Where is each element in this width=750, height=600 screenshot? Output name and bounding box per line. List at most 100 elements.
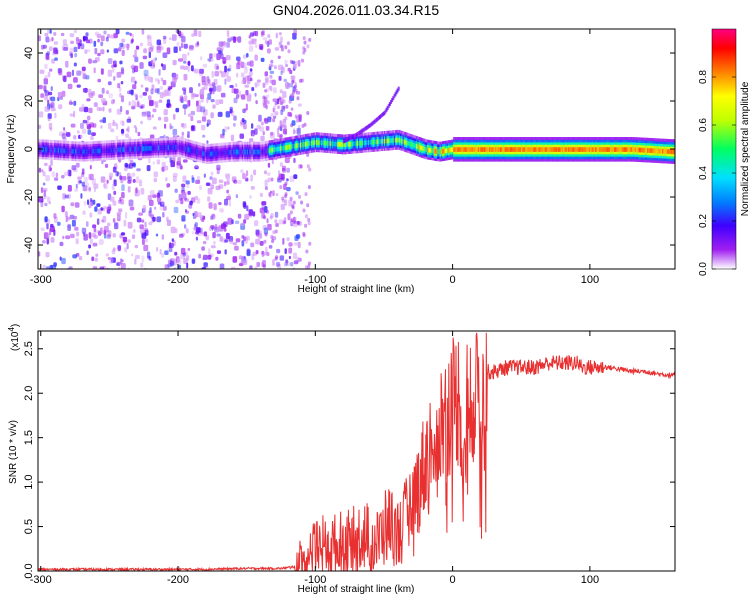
ridge-cell bbox=[451, 153, 455, 157]
noise-cell bbox=[224, 126, 227, 133]
ridge-cell bbox=[537, 149, 540, 152]
ridge-cell bbox=[471, 156, 474, 160]
noise-cell bbox=[212, 87, 215, 95]
ridge-cell bbox=[172, 144, 175, 148]
ridge-cell bbox=[464, 144, 467, 148]
ridge-cell bbox=[511, 139, 514, 143]
ridge-cell bbox=[477, 158, 481, 162]
ridge-cell bbox=[227, 159, 230, 163]
noise-cell bbox=[222, 128, 225, 136]
ridge-cell bbox=[119, 149, 122, 153]
ridge-cell bbox=[511, 153, 514, 157]
ridge-cell bbox=[145, 150, 148, 154]
noise-cell bbox=[215, 185, 221, 191]
noise-cell bbox=[290, 123, 294, 128]
ridge-cell bbox=[522, 141, 525, 145]
ridge-cell bbox=[99, 143, 102, 147]
ridge-cell bbox=[395, 142, 398, 145]
ridge-cell bbox=[298, 151, 301, 155]
ridge-cell bbox=[450, 139, 453, 143]
ridge-cell bbox=[524, 156, 527, 160]
ridge-cell bbox=[92, 148, 95, 152]
ridge-cell bbox=[325, 137, 329, 141]
ridge-cell bbox=[486, 144, 489, 148]
ridge-cell bbox=[145, 152, 148, 156]
noise-cell bbox=[268, 192, 272, 196]
ridge-cell bbox=[437, 155, 440, 159]
ridge-cell bbox=[429, 145, 432, 148]
ridge-cell bbox=[521, 139, 524, 143]
ridge-cell bbox=[201, 143, 204, 146]
ridge-cell bbox=[98, 140, 101, 144]
ridge-cell bbox=[320, 149, 324, 153]
noise-cell bbox=[134, 93, 138, 97]
ridge-cell bbox=[120, 141, 123, 145]
ridge-cell bbox=[523, 146, 526, 150]
ridge-cell bbox=[379, 131, 382, 135]
ridge-cell bbox=[102, 157, 105, 161]
ridge-cell bbox=[538, 156, 541, 160]
ridge-cell bbox=[409, 148, 413, 152]
ridge-cell bbox=[80, 158, 83, 162]
ridge-cell bbox=[92, 158, 95, 161]
ridge-cell bbox=[461, 158, 464, 162]
ridge-cell bbox=[381, 133, 384, 137]
noise-cell bbox=[267, 34, 271, 39]
noise-cell bbox=[47, 117, 51, 122]
noise-cell bbox=[268, 39, 272, 45]
noise-cell bbox=[242, 54, 247, 59]
ridge-cell bbox=[409, 138, 413, 142]
ridge-cell bbox=[130, 153, 133, 157]
noise-cell bbox=[144, 238, 148, 243]
noise-cell bbox=[159, 249, 162, 255]
ridge-cell bbox=[440, 148, 443, 152]
ridge-cell bbox=[429, 140, 432, 144]
ridge-cell bbox=[55, 149, 58, 153]
noise-cell bbox=[208, 226, 212, 232]
ridge-cell bbox=[345, 134, 348, 138]
ridge-cell bbox=[432, 147, 435, 151]
noise-cell bbox=[133, 125, 137, 129]
ridge-cell bbox=[270, 147, 273, 151]
ridge-cell bbox=[149, 152, 152, 156]
ridge-cell bbox=[448, 154, 451, 158]
ridge-cell bbox=[228, 149, 231, 153]
noise-cell bbox=[211, 213, 215, 217]
noise-cell bbox=[44, 33, 49, 37]
ridge-cell bbox=[245, 149, 248, 152]
ridge-cell bbox=[162, 140, 165, 144]
ridge-cell bbox=[181, 152, 184, 156]
noise-cell bbox=[157, 79, 160, 85]
noise-cell bbox=[102, 106, 105, 112]
ridge-cell bbox=[388, 133, 392, 136]
ridge-cell bbox=[108, 152, 111, 156]
ridge-cell bbox=[469, 158, 472, 162]
ridge-cell bbox=[376, 146, 379, 149]
ridge-cell bbox=[359, 138, 362, 141]
noise-cell bbox=[261, 201, 267, 206]
ridge-cell bbox=[140, 143, 143, 147]
ridge-cell bbox=[248, 153, 251, 157]
ridge-cell bbox=[505, 158, 508, 162]
ridge-cell bbox=[75, 153, 78, 157]
noise-cell bbox=[186, 262, 189, 269]
ridge-cell bbox=[118, 149, 121, 153]
ridge-cell bbox=[337, 141, 340, 145]
ridge-cell bbox=[542, 137, 545, 140]
ridge-cell bbox=[187, 156, 190, 160]
ridge-cell bbox=[398, 132, 401, 136]
ridge-cell bbox=[257, 149, 261, 152]
noise-cell bbox=[235, 194, 239, 199]
noise-cell bbox=[105, 253, 110, 257]
noise-cell bbox=[150, 45, 154, 51]
ridge-cell bbox=[427, 154, 430, 158]
ridge-cell bbox=[381, 140, 384, 144]
noise-cell bbox=[306, 164, 310, 169]
ridge-cell bbox=[70, 143, 73, 147]
ridge-cell bbox=[240, 153, 243, 157]
ridge-cell bbox=[112, 152, 115, 155]
ridge-cell bbox=[49, 156, 52, 160]
ridge-cell bbox=[406, 140, 409, 143]
noise-cell bbox=[284, 199, 288, 206]
ridge-cell bbox=[447, 152, 450, 156]
